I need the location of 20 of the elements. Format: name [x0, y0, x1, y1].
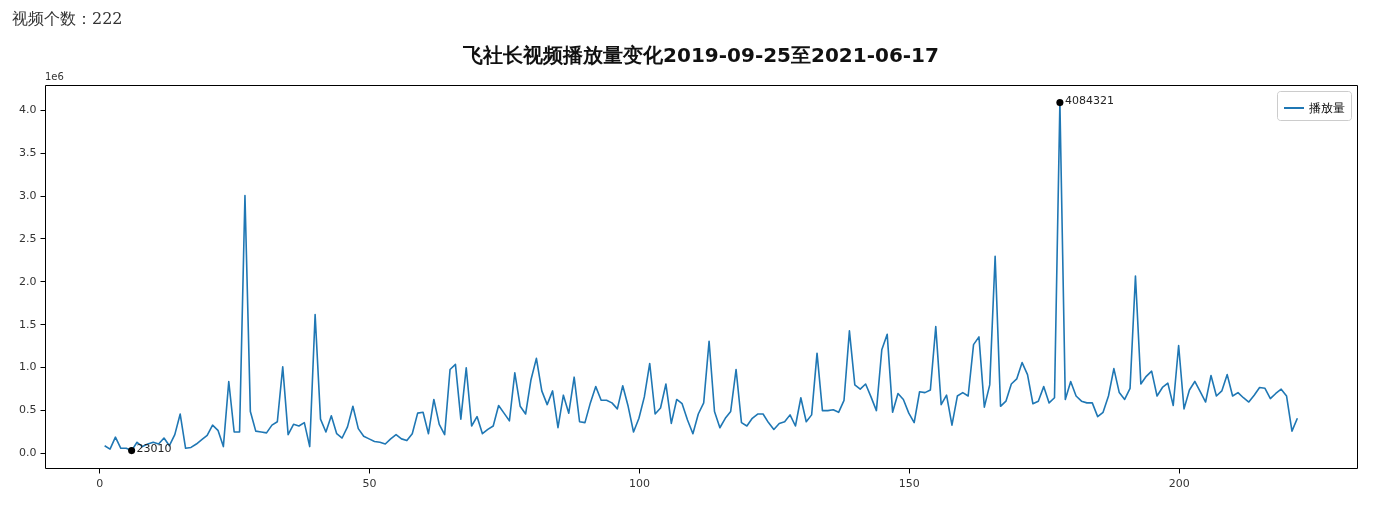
y-tick-label: 2.0: [19, 274, 37, 288]
legend-label: 播放量: [1309, 101, 1345, 115]
x-tick-label: 150: [898, 476, 920, 490]
annotation: 4084321: [1064, 93, 1114, 107]
y-tick-label: 3.0: [19, 189, 37, 203]
y-tick-label: 0.0: [19, 446, 37, 460]
y-tick-label: 1.0: [19, 360, 37, 374]
y-tick-label: 4.0: [19, 103, 37, 117]
text: 视频个数：222: [12, 9, 123, 30]
annotation: 23010: [136, 441, 172, 455]
y-tick-label: 3.5: [19, 146, 37, 160]
x-tick-label: 100: [628, 476, 650, 490]
text: 1e6: [45, 71, 64, 82]
x-tick-label: 50: [362, 476, 377, 490]
x-tick-label: 0: [96, 476, 104, 490]
y-tick-label: 2.5: [19, 231, 37, 245]
x-tick-label: 200: [1168, 476, 1190, 490]
chart-title: 飞社长视频播放量变化2019-09-25至2021-06-17: [462, 43, 939, 67]
y-tick-label: 1.5: [19, 317, 37, 331]
y-tick-label: 0.5: [19, 403, 37, 417]
